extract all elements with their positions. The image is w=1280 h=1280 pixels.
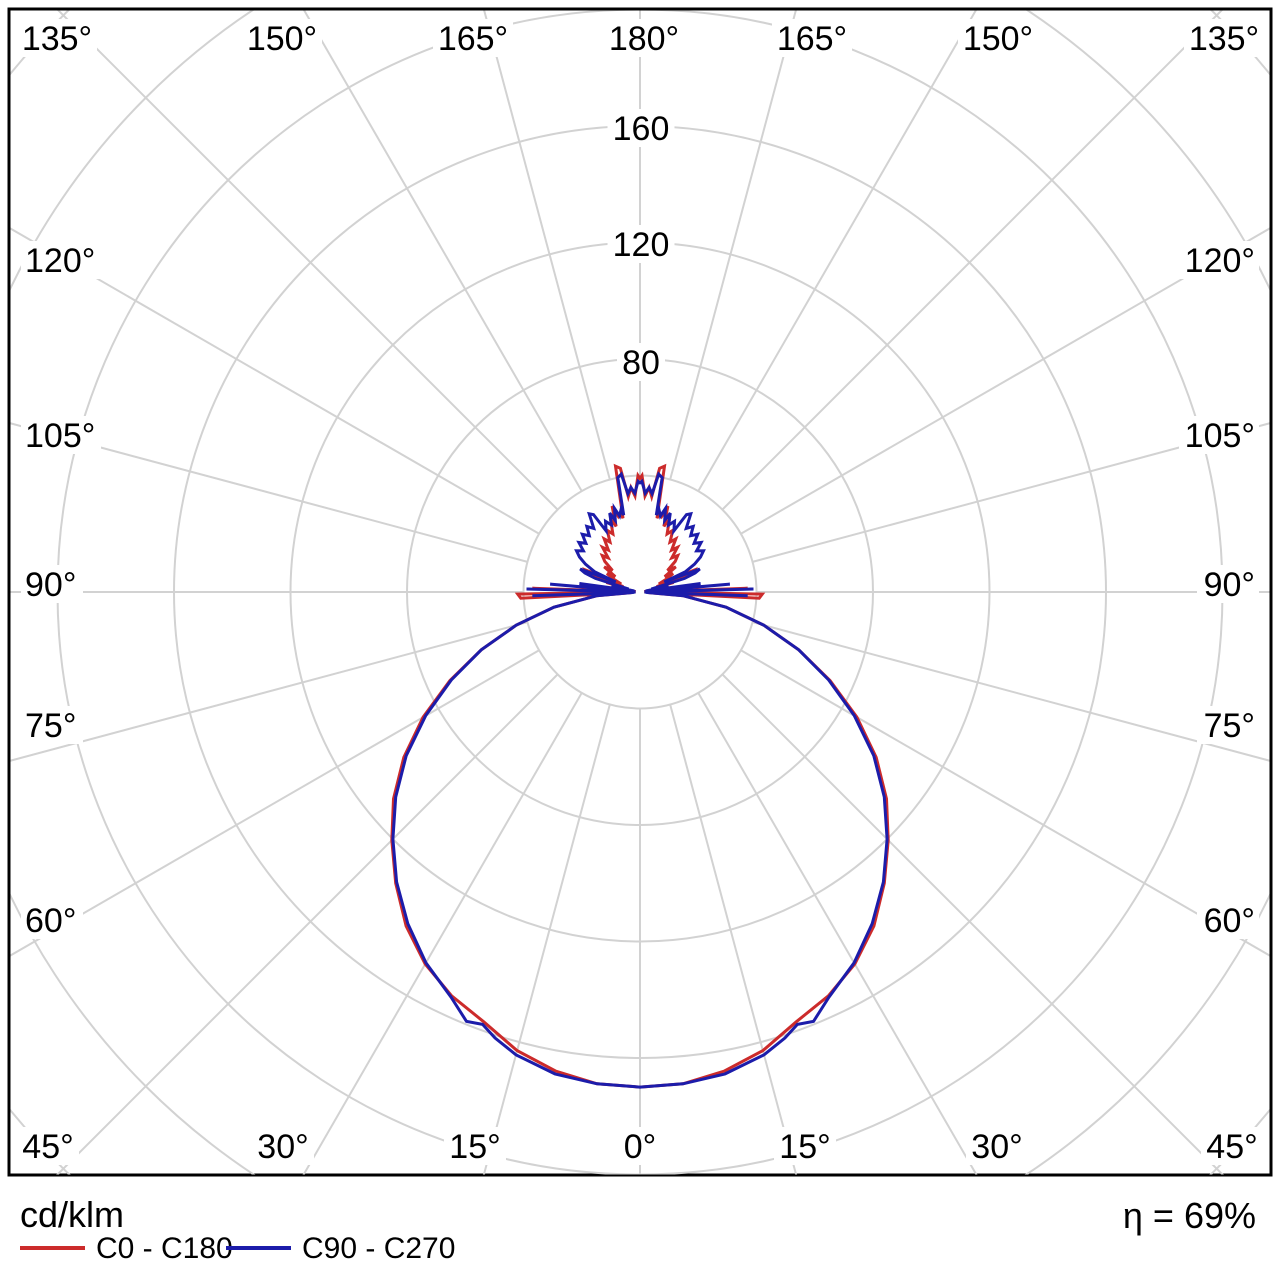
grid-spoke-150 [697, 10, 977, 492]
angle-label: 15° [449, 1128, 500, 1166]
radial-axis-labels: 160 120 80 [607, 109, 675, 382]
angle-label-bg [958, 19, 1038, 57]
angle-label: 165° [438, 20, 508, 58]
grid-spoke-285 [10, 621, 528, 762]
angle-label: 120° [25, 242, 95, 280]
grid-spoke-210 [303, 10, 583, 492]
angle-label-bg [21, 901, 83, 939]
angle-label-bg [1184, 19, 1264, 57]
angle-label-bg [618, 1127, 662, 1165]
angle-label-bg [17, 1127, 79, 1165]
angle-label-bg [21, 241, 101, 279]
angle-label: 30° [971, 1128, 1022, 1166]
grid-spoke-105 [752, 422, 1270, 563]
legend-label-c90-c270: C90 - C270 [302, 1232, 455, 1265]
grid-spoke-240 [10, 227, 540, 535]
angle-label-bg [774, 1127, 836, 1165]
grid-spoke-315 [56, 673, 559, 1175]
angle-label: 150° [247, 20, 317, 58]
angle-label-bg [252, 1127, 314, 1165]
angle-label-bg [21, 416, 101, 454]
grid-spoke-165 [669, 10, 797, 480]
angle-label: 45° [1206, 1128, 1257, 1166]
ring-label: 160 [613, 110, 670, 148]
grid-spoke-345 [482, 704, 611, 1175]
grid-spoke-45 [721, 673, 1224, 1175]
ring-label-bg [607, 225, 675, 263]
grid-spoke-255 [10, 422, 528, 563]
ring-label-bg [617, 343, 665, 381]
angle-label-bg [604, 19, 684, 57]
angle-label: 60° [25, 902, 76, 940]
angle-label: 30° [257, 1128, 308, 1166]
angle-label: 180° [609, 20, 679, 58]
angle-label: 90° [25, 566, 76, 604]
angle-label: 135° [1189, 20, 1259, 58]
angle-label: 105° [25, 417, 95, 455]
angle-label: 0° [624, 1128, 657, 1166]
efficiency-label: η = 69% [1123, 1195, 1256, 1236]
grid-spoke-330 [302, 692, 583, 1175]
angle-label-bg [242, 19, 322, 57]
angle-label-bg [444, 1127, 506, 1165]
grid-spoke-195 [483, 10, 611, 480]
angle-label: 75° [1204, 707, 1255, 745]
angle-label-bg [1197, 901, 1259, 939]
angle-label-bg [772, 19, 852, 57]
angle-label-bg [1197, 706, 1259, 744]
angle-label: 150° [963, 20, 1033, 58]
intensity-curves [390, 463, 890, 1089]
curve-c90-c270 [391, 471, 889, 1089]
angle-label: 75° [25, 707, 76, 745]
angle-label: 135° [22, 20, 92, 58]
angle-label: 90° [1204, 566, 1255, 604]
ring-label: 120 [613, 226, 670, 264]
grid-spoke-30 [697, 692, 978, 1175]
grid-spoke-15 [669, 704, 798, 1175]
angle-label: 120° [1185, 242, 1255, 280]
angle-label: 15° [779, 1128, 830, 1166]
angle-label-bg [1179, 416, 1259, 454]
legend-label-c0-c180: C0 - C180 [96, 1232, 233, 1265]
angle-label: 105° [1185, 417, 1255, 455]
angle-label-bg [21, 565, 83, 603]
angle-label-bg [17, 19, 97, 57]
grid-spoke-75 [752, 621, 1270, 762]
angle-label: 60° [1204, 902, 1255, 940]
angle-label: 165° [777, 20, 847, 58]
angle-label-bg [1197, 565, 1259, 603]
grid-spoke-120 [740, 227, 1270, 535]
angle-label-bg [966, 1127, 1028, 1165]
ring-label: 80 [622, 344, 660, 382]
units-label: cd/klm [20, 1194, 124, 1235]
angle-label: 45° [22, 1128, 73, 1166]
angle-axis-labels: 135° 150° 165° 180° 165° 150° 135° 120° 105° 90° 7… [17, 19, 1264, 1166]
angle-label-bg [1201, 1127, 1263, 1165]
ring-label-bg [607, 109, 675, 147]
angle-label-bg [433, 19, 513, 57]
angle-label-bg [1179, 241, 1259, 279]
angle-label-bg [21, 706, 83, 744]
curve-c0-c180 [390, 463, 890, 1089]
